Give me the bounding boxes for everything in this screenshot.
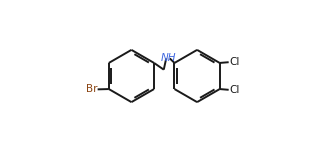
Text: Br: Br	[86, 84, 97, 94]
Text: Cl: Cl	[229, 57, 240, 67]
Text: Cl: Cl	[229, 85, 240, 95]
Text: NH: NH	[160, 53, 176, 63]
